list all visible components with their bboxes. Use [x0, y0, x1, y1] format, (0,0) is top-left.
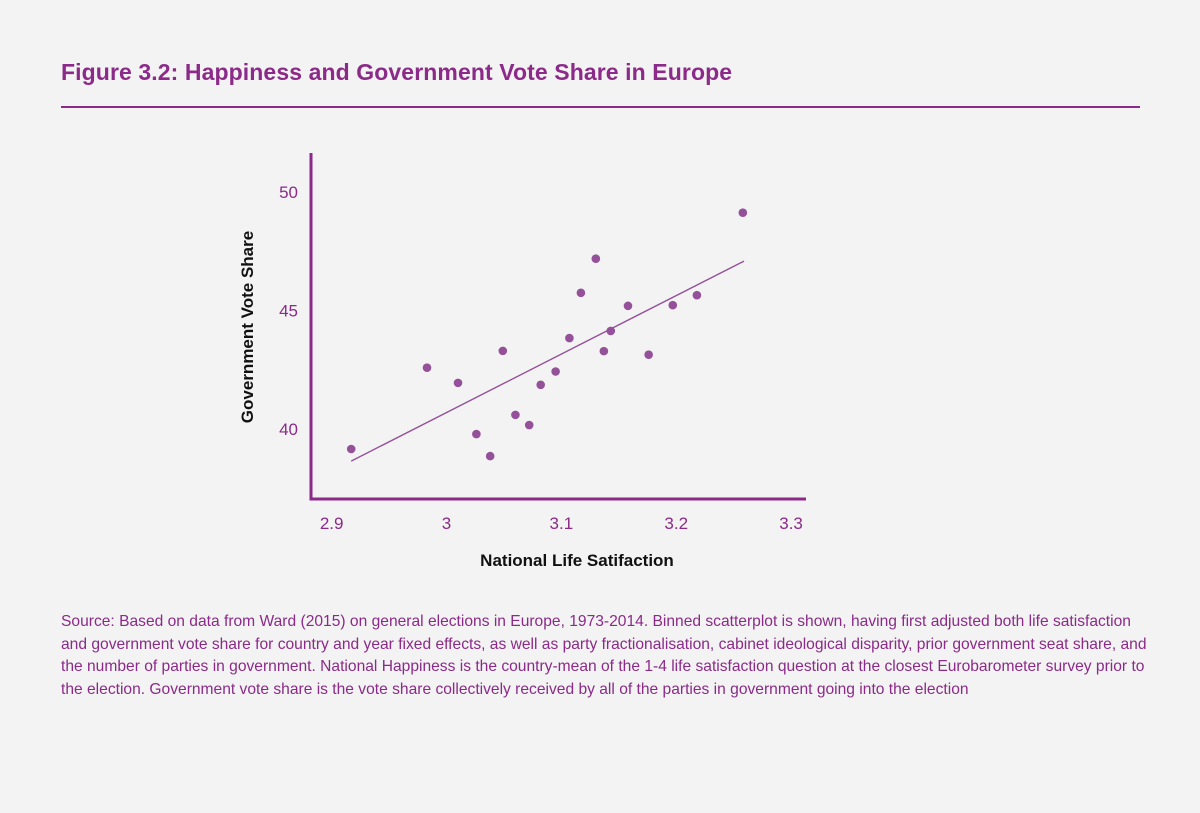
data-point	[485, 451, 495, 461]
x-tick-label: 3.2	[664, 514, 688, 533]
data-point	[524, 420, 534, 430]
data-point	[576, 288, 586, 298]
data-point	[565, 333, 574, 343]
x-axis-label: National Life Satifaction	[480, 551, 674, 570]
data-point	[472, 429, 481, 439]
y-tick-label: 40	[279, 420, 298, 439]
data-point	[606, 326, 616, 336]
y-axis-label: Government Vote Share	[238, 230, 257, 424]
data-point	[644, 350, 653, 359]
data-point	[346, 444, 356, 454]
data-point	[422, 363, 432, 373]
data-point	[498, 346, 508, 356]
x-tick-label: 2.9	[320, 514, 344, 533]
x-tick-label: 3	[442, 514, 451, 533]
y-tick-label: 45	[279, 302, 298, 321]
data-point	[551, 367, 560, 376]
data-point	[738, 208, 748, 218]
data-point	[623, 301, 633, 311]
source-note: Source: Based on data from Ward (2015) o…	[61, 613, 1147, 698]
fit-line	[350, 260, 745, 462]
data-point	[591, 254, 601, 263]
x-tick-label: 3.1	[550, 514, 574, 533]
x-tick-label: 3.3	[779, 514, 803, 533]
figure-title: Figure 3.2: Happiness and Government Vot…	[61, 59, 733, 85]
data-point	[668, 300, 678, 310]
data-point	[453, 378, 463, 388]
data-point	[511, 410, 520, 420]
data-point	[599, 346, 609, 356]
data-point	[536, 380, 545, 390]
title-divider	[61, 106, 1140, 108]
y-tick-label: 50	[279, 183, 298, 202]
data-point	[692, 290, 702, 300]
